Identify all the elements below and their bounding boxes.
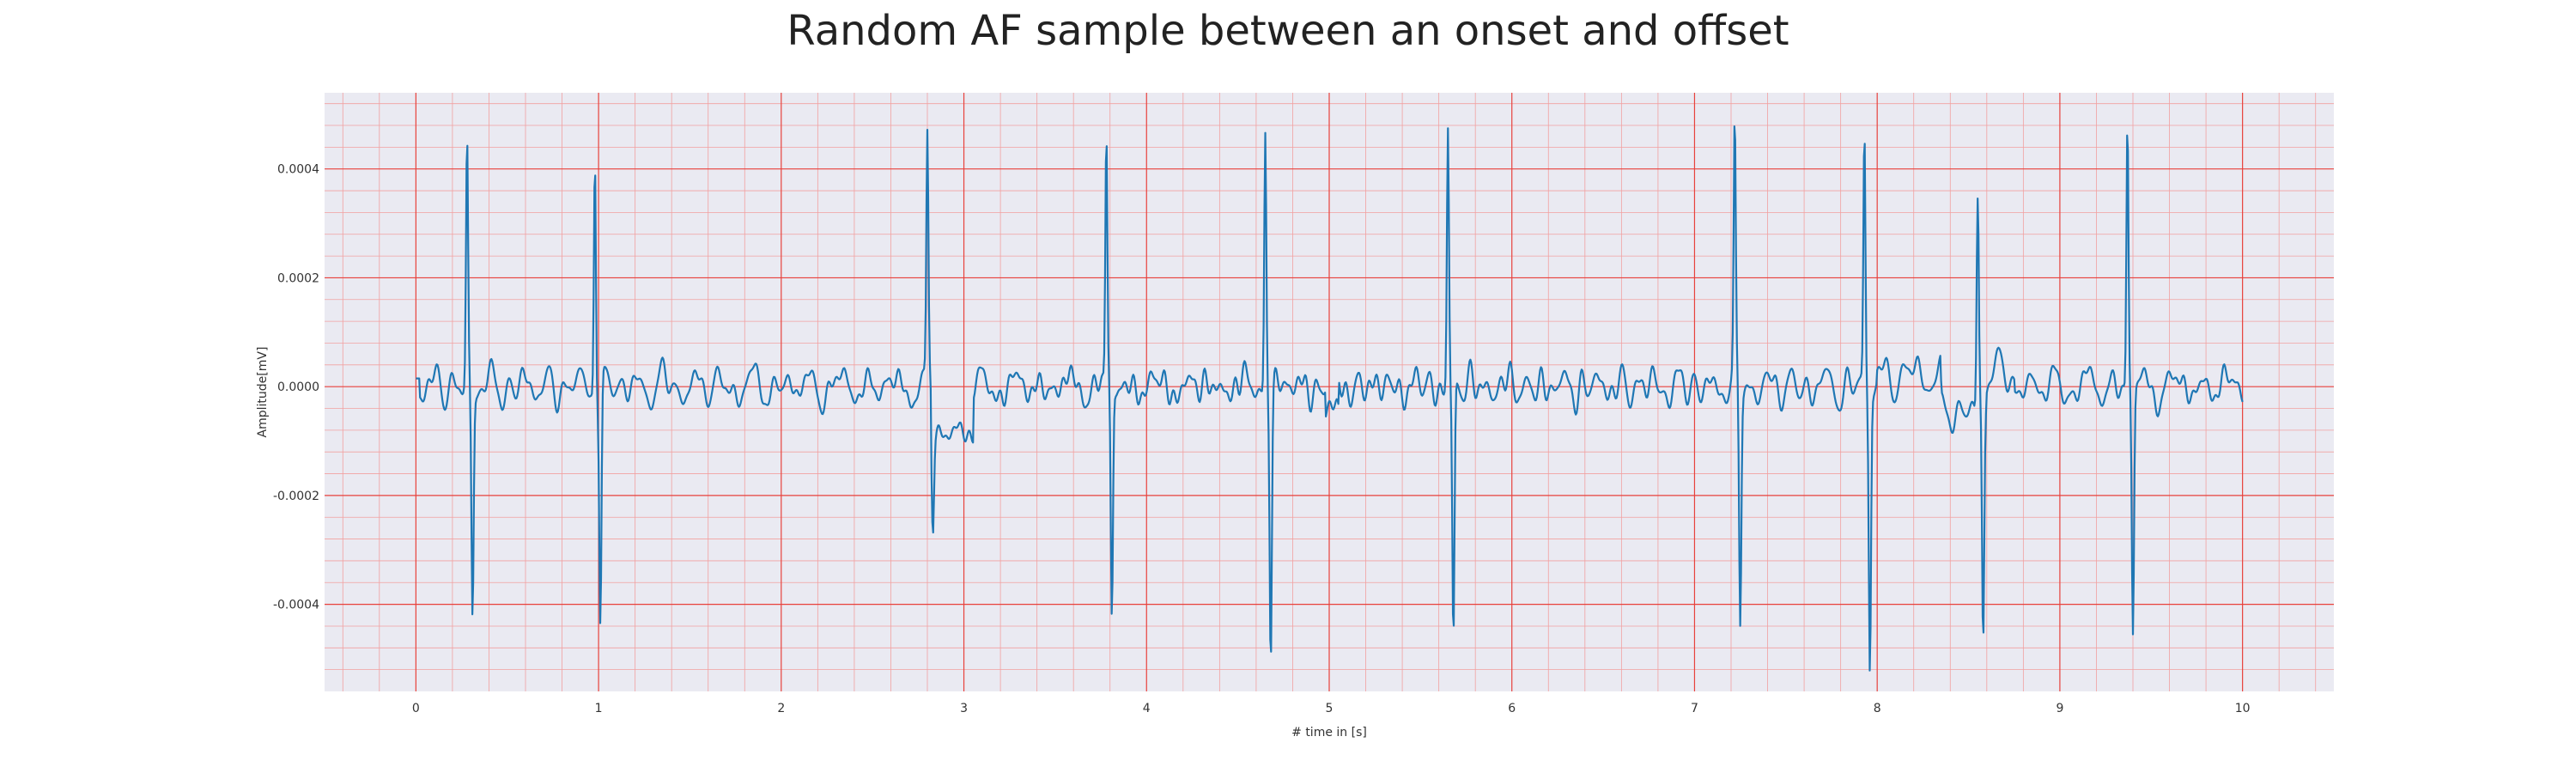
x-tick-label: 4: [1143, 702, 1151, 715]
x-tick-label: 2: [777, 702, 785, 715]
y-tick-label: 0.0004: [277, 163, 319, 177]
y-axis-ticks: -0.0004 -0.0002 0.0000 0.0002 0.0004: [273, 163, 319, 612]
x-tick-label: 1: [595, 702, 603, 715]
x-tick-label: 5: [1326, 702, 1334, 715]
series-line-signal: [416, 125, 2244, 672]
x-tick-label: 9: [2056, 702, 2063, 715]
x-tick-label: 6: [1508, 702, 1516, 715]
major-grid: [325, 93, 2334, 691]
chart-title: Random AF sample between an onset and of…: [787, 7, 1789, 55]
x-tick-label: 8: [1874, 702, 1881, 715]
x-axis-ticks: 0 1 2 3 4 5 6 7 8 9 10: [412, 702, 2251, 715]
x-tick-label: 0: [412, 702, 420, 715]
y-axis-label: Amplitude[mV]: [256, 347, 270, 438]
y-tick-label: 0.0000: [277, 380, 319, 394]
x-tick-label: 10: [2235, 702, 2251, 715]
x-tick-label: 3: [960, 702, 968, 715]
y-tick-label: -0.0002: [273, 490, 319, 503]
x-axis-label: # time in [s]: [1291, 726, 1367, 740]
y-tick-label: -0.0004: [273, 599, 319, 612]
x-tick-label: 7: [1691, 702, 1698, 715]
y-tick-label: 0.0002: [277, 271, 319, 285]
